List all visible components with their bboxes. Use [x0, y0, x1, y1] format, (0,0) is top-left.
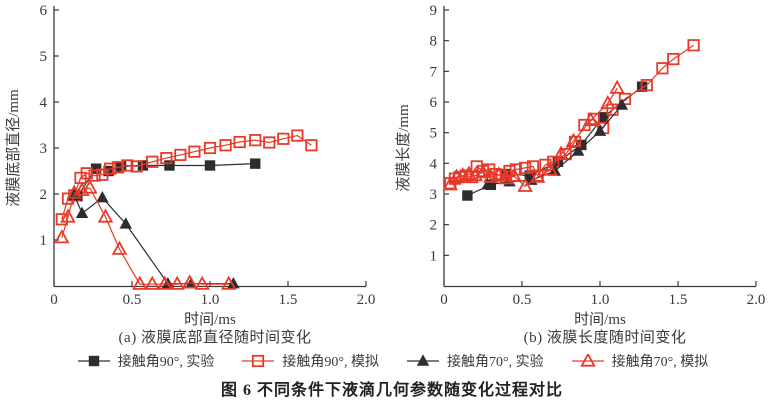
legend-label: 接触角70°, 模拟 — [611, 355, 709, 370]
square-open-marker-icon — [242, 354, 275, 368]
svg-text:0.5: 0.5 — [513, 292, 532, 308]
legend: 接触角90°, 实验 接触角90°, 模拟 接触角70°, 实验 接触角70°,… — [0, 351, 784, 371]
figure-caption: 图 6 不同条件下液滴几何参数随变化过程对比 — [220, 382, 563, 399]
legend-item-sim90: 接触角90°, 模拟 — [240, 351, 379, 371]
svg-text:时间/ms: 时间/ms — [574, 311, 626, 328]
svg-text:2.0: 2.0 — [357, 292, 376, 308]
chart-b-subtitle: (b) 液膜长度随时间变化 — [523, 330, 687, 346]
svg-text:1.0: 1.0 — [591, 292, 610, 308]
svg-text:4: 4 — [40, 95, 48, 111]
charts-row: 0 0.5 1.0 1.5 2.0 1 2 3 4 5 6 时间/ms 液膜底部直径/mm (a) 液膜… — [4, 0, 780, 347]
svg-text:时间/ms: 时间/ms — [184, 311, 236, 328]
svg-text:2: 2 — [40, 187, 48, 203]
chart-b-plot: 0 0.5 1.0 1.5 2.0 1 2 3 4 5 6 7 8 9 时间/ms 液膜长度/mm — [395, 3, 766, 328]
svg-text:1: 1 — [40, 233, 48, 249]
svg-text:6: 6 — [40, 3, 48, 19]
svg-text:液膜底部直径/mm: 液膜底部直径/mm — [5, 89, 22, 207]
chart-a: 0 0.5 1.0 1.5 2.0 1 2 3 4 5 6 时间/ms 液膜底部直径/mm (a) 液膜… — [4, 0, 390, 347]
svg-text:0: 0 — [440, 292, 448, 308]
legend-label: 接触角90°, 实验 — [117, 355, 215, 370]
svg-text:9: 9 — [430, 3, 438, 19]
svg-text:1.5: 1.5 — [669, 292, 688, 308]
svg-text:0: 0 — [50, 292, 58, 308]
svg-text:5: 5 — [430, 126, 438, 142]
svg-text:8: 8 — [430, 34, 438, 50]
svg-text:2.0: 2.0 — [747, 292, 766, 308]
triangle-filled-marker-icon — [407, 354, 439, 366]
legend-item-exp90: 接触角90°, 实验 — [76, 351, 215, 371]
svg-text:1: 1 — [430, 248, 438, 264]
chart-b: 0 0.5 1.0 1.5 2.0 1 2 3 4 5 6 7 8 9 时间/ms 液膜长度/mm (b) 液… — [394, 0, 780, 347]
svg-text:7: 7 — [430, 64, 438, 80]
triangle-open-marker-icon — [571, 354, 604, 367]
svg-text:5: 5 — [40, 49, 48, 65]
svg-text:0.5: 0.5 — [123, 292, 142, 308]
svg-text:4: 4 — [430, 156, 438, 172]
svg-text:2: 2 — [430, 218, 438, 234]
legend-item-sim70: 接触角70°, 模拟 — [570, 351, 709, 371]
chart-a-subtitle: (a) 液膜底部直径随时间变化 — [118, 330, 312, 346]
svg-text:3: 3 — [430, 187, 438, 203]
square-filled-marker-icon — [77, 355, 110, 367]
legend-label: 接触角90°, 模拟 — [282, 355, 379, 370]
svg-text:6: 6 — [430, 95, 438, 111]
svg-text:液膜长度/mm: 液膜长度/mm — [395, 104, 412, 192]
svg-text:1.0: 1.0 — [201, 292, 220, 308]
svg-text:1.5: 1.5 — [279, 292, 298, 308]
chart-a-plot: 0 0.5 1.0 1.5 2.0 1 2 3 4 5 6 时间/ms 液膜底部直径/mm — [5, 3, 376, 328]
legend-label: 接触角70°, 实验 — [447, 355, 544, 370]
legend-item-exp70: 接触角70°, 实验 — [405, 351, 544, 371]
svg-text:3: 3 — [40, 141, 48, 157]
